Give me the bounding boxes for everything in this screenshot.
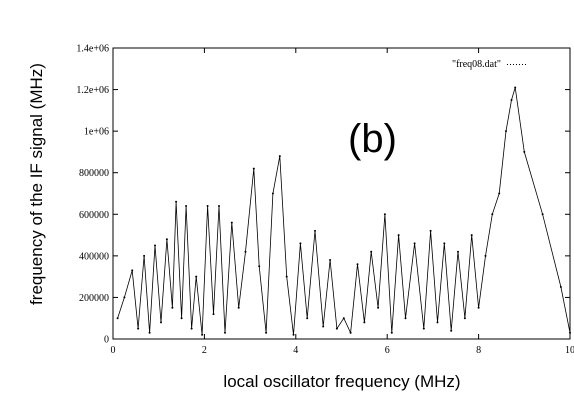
data-point [356, 263, 359, 266]
data-point [443, 242, 446, 245]
data-series [116, 86, 571, 336]
data-point [306, 317, 309, 320]
data-point [206, 205, 209, 207]
data-point [422, 327, 425, 330]
data-point [271, 192, 274, 195]
series-line [117, 87, 571, 335]
y-tick-label: 400000 [79, 251, 109, 262]
data-point [224, 331, 226, 334]
data-point [397, 234, 400, 237]
data-point [569, 331, 571, 334]
y-axis-label: frequency of the IF signal (MHz) [27, 63, 46, 305]
data-point [285, 275, 288, 278]
data-point [457, 250, 459, 253]
data-point [201, 333, 204, 336]
data-point [258, 265, 261, 268]
data-point [314, 229, 316, 232]
panel-label: (b) [348, 117, 397, 161]
data-point [137, 327, 140, 330]
data-point [510, 99, 513, 101]
data-point [278, 155, 281, 158]
data-point [185, 205, 188, 207]
y-tick-label: 200000 [79, 293, 109, 304]
data-point [131, 269, 134, 272]
data-point [237, 306, 240, 309]
data-point [404, 317, 407, 320]
data-point [349, 331, 352, 334]
data-point [195, 275, 198, 278]
data-point [335, 327, 338, 330]
x-tick-label: 8 [476, 345, 481, 356]
y-axis: 0 200000 400000 600000 800000 1e+06 1.2e+06 1.4… [76, 44, 570, 346]
data-point [484, 254, 487, 257]
y-tick-label: 800000 [79, 168, 109, 179]
data-point [180, 317, 183, 320]
data-point [171, 306, 174, 309]
data-point [116, 317, 119, 320]
data-point [514, 86, 517, 89]
data-point [377, 306, 380, 309]
data-point [342, 317, 345, 320]
data-point [154, 244, 156, 247]
x-tick-label: 6 [385, 345, 390, 356]
data-point [413, 242, 416, 245]
data-point [175, 200, 178, 203]
data-point [370, 250, 373, 253]
data-point [429, 229, 432, 232]
data-point [498, 192, 501, 195]
x-tick-label: 2 [202, 345, 207, 356]
x-tick-label: 0 [111, 345, 116, 356]
data-point [252, 167, 255, 170]
data-point [165, 238, 168, 241]
data-point [190, 327, 193, 330]
data-point [322, 325, 325, 328]
data-point [299, 242, 302, 245]
plot-frame [112, 47, 571, 340]
y-tick-label: 600000 [79, 210, 109, 221]
data-point [383, 213, 386, 216]
data-point [363, 321, 366, 324]
data-point [244, 250, 247, 253]
y-tick-label: 0 [104, 335, 109, 346]
data-point [123, 296, 126, 299]
y-tick-label: 1.4e+06 [76, 44, 109, 55]
data-point [505, 130, 507, 133]
data-point [218, 205, 220, 207]
data-point [523, 150, 526, 153]
data-point [329, 259, 332, 261]
data-point [559, 286, 562, 288]
data-point [436, 321, 439, 324]
legend-entry: "freq08.dat" [452, 59, 501, 70]
data-point [143, 254, 146, 257]
y-tick-label: 1.2e+06 [76, 85, 109, 96]
x-axis: 0 2 4 6 8 10 [111, 48, 574, 356]
data-point [491, 213, 494, 216]
data-point [470, 234, 473, 237]
data-point [477, 306, 480, 309]
data-point [230, 221, 233, 224]
y-tick-label: 1e+06 [84, 127, 109, 138]
data-point [212, 313, 215, 316]
x-tick-label: 10 [565, 345, 574, 356]
data-point [463, 317, 466, 320]
data-point [160, 321, 162, 324]
x-axis-label: local oscillator frequency (MHz) [223, 372, 460, 391]
data-point [450, 329, 453, 332]
data-point [390, 331, 393, 334]
data-point [265, 331, 268, 334]
data-point [148, 331, 151, 334]
data-point [292, 333, 295, 336]
x-tick-label: 4 [293, 345, 298, 356]
data-point [541, 213, 544, 216]
